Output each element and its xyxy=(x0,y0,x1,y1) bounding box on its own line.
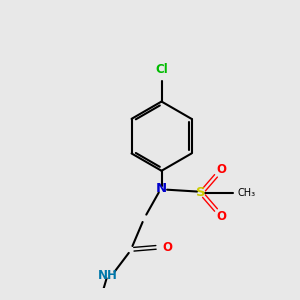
Text: Cl: Cl xyxy=(155,63,168,76)
Text: NH: NH xyxy=(98,268,118,282)
Text: O: O xyxy=(217,163,226,176)
Text: S: S xyxy=(196,186,206,200)
Text: O: O xyxy=(163,241,172,254)
Text: CH₃: CH₃ xyxy=(238,188,256,198)
Text: N: N xyxy=(156,182,167,195)
Text: O: O xyxy=(217,209,226,223)
